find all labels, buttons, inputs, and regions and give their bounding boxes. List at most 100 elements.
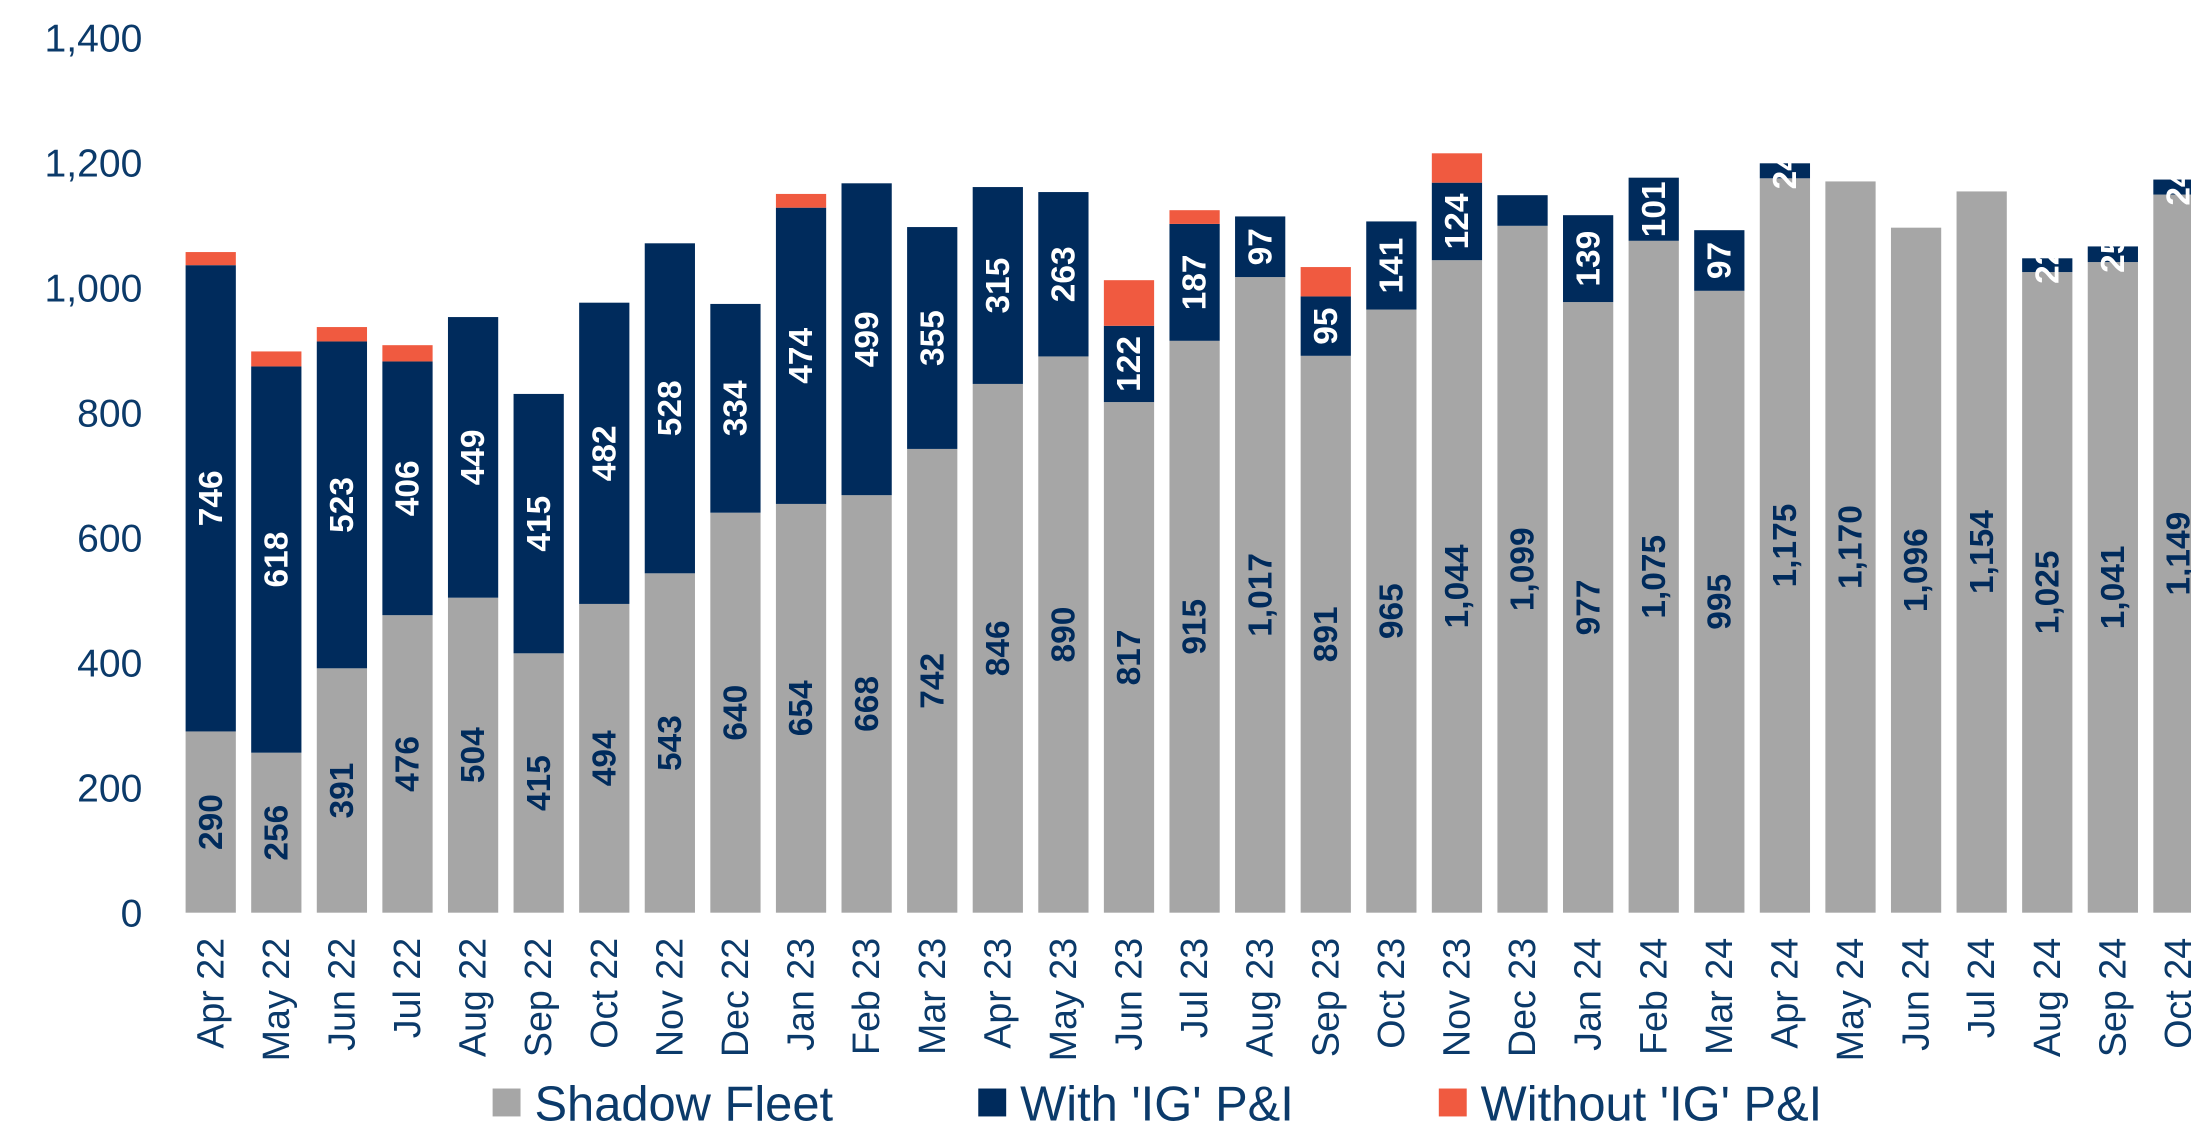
y-tick-label: 1,400 (45, 18, 143, 61)
bar-segment (1103, 325, 1155, 403)
data-label: 482 (586, 425, 623, 481)
bar-segment (710, 512, 761, 913)
data-label: 995 (1701, 574, 1738, 630)
bar-segment (1169, 340, 1220, 913)
x-tick-label: Oct 23 (1370, 938, 1412, 1049)
y-tick-label: 800 (77, 393, 142, 436)
bar-segment (972, 383, 1023, 913)
bar-segment (1169, 223, 1220, 341)
bar-segment (316, 327, 368, 342)
data-label: 24 (1767, 152, 1804, 190)
data-label: 97 (1242, 228, 1279, 265)
data-label: 187 (1177, 254, 1214, 310)
data-label: 95 (1308, 307, 1345, 344)
data-label: 1,075 (1636, 535, 1673, 619)
data-label: 1,149 (2161, 512, 2191, 596)
data-label: 1,025 (2029, 550, 2066, 634)
bar-segment (1103, 280, 1155, 326)
bar-segment (1628, 177, 1679, 241)
x-tick-label: Mar 24 (1698, 938, 1740, 1055)
bar-segment (1300, 355, 1351, 913)
x-tick-label: Jun 24 (1895, 938, 1937, 1051)
data-label: 1,044 (1439, 544, 1476, 628)
bar-segment (644, 243, 695, 574)
x-tick-label: Apr 23 (976, 938, 1018, 1049)
data-label: 24 (2161, 168, 2191, 206)
data-label: 846 (980, 620, 1017, 676)
x-tick-label: Dec 22 (714, 938, 756, 1057)
bar-segment (2153, 194, 2191, 913)
legend-swatch (492, 1088, 521, 1117)
bar-segment (2087, 262, 2138, 913)
data-label: 504 (455, 727, 492, 783)
bar-segment (1431, 182, 1483, 261)
bar-segment (1759, 163, 1811, 179)
bar-segment (2022, 272, 2073, 913)
x-tick-label: Jan 24 (1567, 938, 1609, 1051)
data-label: 499 (849, 311, 886, 367)
data-label: 528 (652, 380, 689, 436)
x-tick-label: Apr 22 (189, 938, 231, 1049)
x-tick-label: Sep 22 (517, 938, 559, 1057)
bar-segment (251, 752, 302, 913)
bar-segment (447, 317, 499, 598)
bar-segment (775, 193, 827, 208)
bar-segment (1366, 309, 1417, 913)
bar-segment (1563, 215, 1614, 303)
x-tick-label: Aug 24 (2026, 938, 2068, 1057)
x-tick-label: Aug 23 (1239, 938, 1281, 1057)
y-tick-label: 1,000 (45, 268, 143, 311)
bar-segment (579, 302, 630, 604)
bar-segment (513, 653, 564, 913)
bar-segment (1300, 267, 1351, 297)
bar-segment (1497, 195, 1548, 226)
data-label: 474 (783, 328, 820, 384)
bar-segment (841, 495, 892, 913)
x-tick-label: Feb 23 (845, 938, 887, 1055)
legend-swatch (1438, 1088, 1467, 1117)
x-tick-label: Nov 23 (1436, 938, 1478, 1057)
bar-segment (1038, 192, 1089, 357)
bar-segment (185, 252, 236, 266)
bar-segment (316, 341, 368, 669)
bar-segment (1103, 402, 1155, 913)
data-label: 97 (1701, 242, 1738, 279)
bar-segment (1497, 225, 1548, 913)
data-label: 22 (2029, 247, 2066, 284)
x-tick-label: Nov 22 (648, 938, 690, 1057)
data-label: 1,041 (2095, 545, 2132, 629)
data-label: 139 (1570, 231, 1607, 287)
x-tick-label: Aug 22 (452, 938, 494, 1057)
bar-segment (1431, 153, 1483, 183)
bar-segment (251, 351, 302, 367)
bar-segment (579, 603, 630, 913)
bar-segment (382, 345, 433, 362)
bar-segment (1694, 230, 1745, 291)
bar-segment (1628, 240, 1679, 913)
y-tick-label: 600 (77, 518, 142, 561)
data-label: 391 (324, 763, 361, 819)
bar-segment (2153, 179, 2191, 195)
data-label: 640 (718, 685, 755, 741)
data-label: 654 (783, 680, 820, 736)
data-label: 355 (914, 310, 951, 366)
bar-segment (316, 668, 368, 913)
x-tick-label: Mar 23 (911, 938, 953, 1055)
y-tick-label: 200 (77, 768, 142, 811)
bar-segment (1300, 296, 1351, 356)
data-label: 315 (980, 258, 1017, 314)
data-label: 523 (324, 477, 361, 533)
data-label: 1,017 (1242, 553, 1279, 637)
bar-segment (1825, 181, 1876, 913)
data-label: 746 (193, 470, 230, 526)
x-tick-label: Jan 23 (780, 938, 822, 1051)
x-tick-label: Sep 23 (1304, 938, 1346, 1057)
data-label: 263 (1046, 246, 1083, 302)
legend-label: Shadow Fleet (534, 1078, 833, 1129)
data-label: 890 (1046, 607, 1083, 663)
bar-segment (185, 731, 236, 913)
bar-segment (1038, 356, 1089, 913)
bar-segment (1956, 191, 2007, 913)
data-label: 543 (652, 715, 689, 771)
